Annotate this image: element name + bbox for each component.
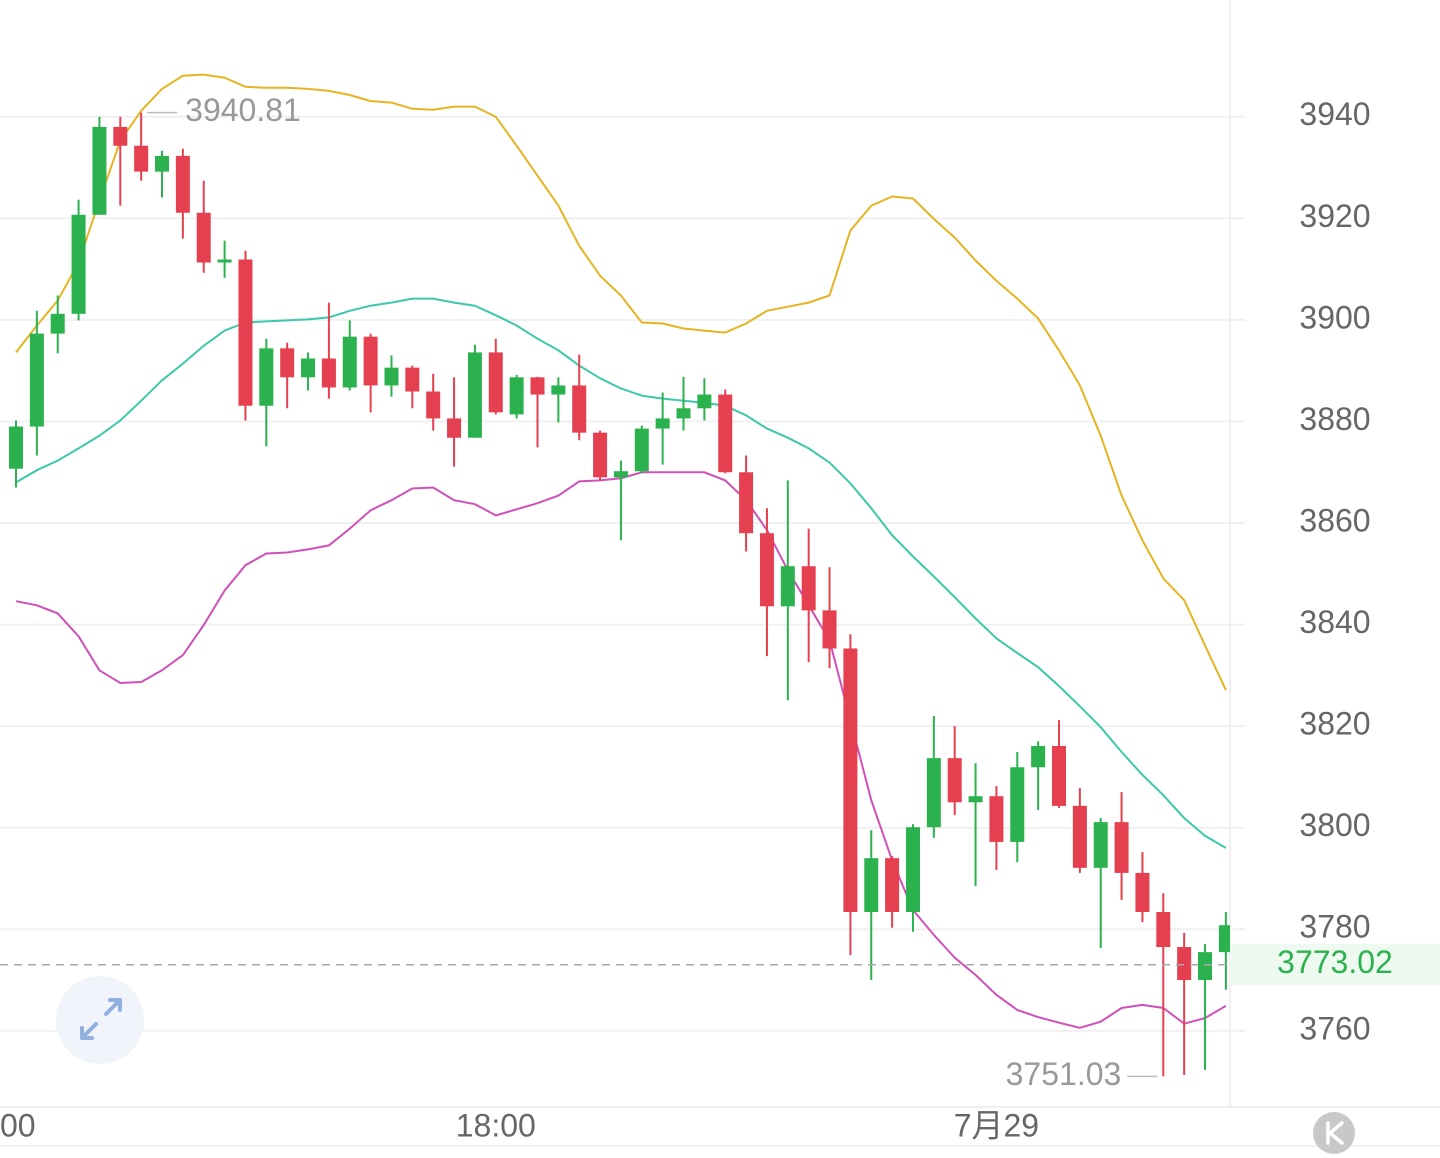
candle-body <box>217 259 232 263</box>
candle-body <box>29 333 44 427</box>
x-tick-label: 7月29 <box>954 1107 1039 1143</box>
y-tick-label: 3920 <box>1299 198 1370 234</box>
candle-body <box>551 385 566 395</box>
candle-body <box>1198 952 1213 981</box>
candle-body <box>1177 947 1192 981</box>
candle-body <box>1052 745 1066 806</box>
candle-body <box>947 758 962 803</box>
candle-body <box>113 126 128 146</box>
candle-body <box>1114 822 1129 873</box>
y-tick-label: 3820 <box>1299 706 1370 742</box>
candle-body <box>301 358 316 378</box>
candle-body <box>467 352 482 438</box>
band-line <box>15 73 1227 691</box>
candle-body <box>342 336 357 388</box>
candle-body <box>134 145 149 172</box>
y-tick-label: 3800 <box>1299 807 1370 843</box>
candle-body <box>1031 745 1046 768</box>
candle-body <box>655 418 670 429</box>
candle-body <box>822 610 837 649</box>
candle-body <box>488 352 503 413</box>
candle-body <box>572 385 587 433</box>
candle-body <box>71 214 86 314</box>
candle-body <box>1156 912 1171 948</box>
candle-body <box>593 432 608 478</box>
candle-body <box>9 426 23 469</box>
candle-body <box>634 428 649 472</box>
candle-body <box>196 212 211 263</box>
candle-body <box>759 533 774 607</box>
y-tick-label: 3840 <box>1299 604 1370 640</box>
candle-body <box>92 126 107 215</box>
candle-body <box>1135 872 1150 913</box>
candle-body <box>697 394 712 409</box>
candle-body <box>238 259 253 406</box>
candle-body <box>530 377 545 395</box>
overlay: 3940.81 3751.03 3773.02 <box>0 92 1440 1092</box>
candle-body <box>968 796 983 803</box>
min-label: 3751.03 <box>1006 1056 1122 1092</box>
candle-body <box>509 377 524 415</box>
y-tick-label: 3760 <box>1299 1010 1370 1046</box>
candle-body <box>718 394 733 473</box>
candle-body <box>155 155 170 172</box>
candle-body <box>989 796 1004 842</box>
candle-body <box>739 472 754 534</box>
candle-body <box>885 858 900 913</box>
candle-body <box>843 648 858 913</box>
candle-body <box>926 758 941 828</box>
last-price-label: 3773.02 <box>1277 944 1393 980</box>
candle-body <box>1093 822 1108 868</box>
candle-body <box>447 418 462 438</box>
expand-button[interactable] <box>56 976 144 1064</box>
k-button[interactable] <box>1313 1112 1355 1154</box>
candle-body <box>676 408 691 419</box>
band-line <box>15 297 1227 849</box>
candle-body <box>905 827 920 913</box>
candle-body <box>280 348 295 378</box>
max-label: 3940.81 <box>185 92 301 128</box>
y-tick-label: 3900 <box>1299 299 1370 335</box>
candles <box>9 112 1230 1077</box>
candle-body <box>384 367 399 386</box>
candle-body <box>864 858 879 913</box>
y-tick-label: 3780 <box>1299 909 1370 945</box>
candle-body <box>780 566 795 607</box>
candle-body <box>175 155 190 213</box>
last-price-bg <box>1230 943 1440 986</box>
candle-body <box>50 313 65 334</box>
candle-body <box>363 336 378 386</box>
y-tick-label: 3880 <box>1299 401 1370 437</box>
candle-body <box>405 367 420 392</box>
candle-body <box>259 348 274 406</box>
y-tick-label: 3860 <box>1299 502 1370 538</box>
candle-body <box>321 358 336 388</box>
candle-body <box>426 391 441 419</box>
candle-body <box>801 566 816 611</box>
candle-body <box>1218 925 1230 953</box>
candle-body <box>613 471 628 478</box>
x-tick-label: 18:00 <box>456 1107 536 1143</box>
y-tick-label: 3940 <box>1299 96 1370 132</box>
x-tick-label: 00 <box>0 1107 36 1143</box>
grid: 3760 3780 3800 3820 3840 3860 3880 3900 3920 3940… <box>0 96 1371 1143</box>
candle-body <box>1010 767 1025 842</box>
candle-body <box>1072 805 1087 868</box>
